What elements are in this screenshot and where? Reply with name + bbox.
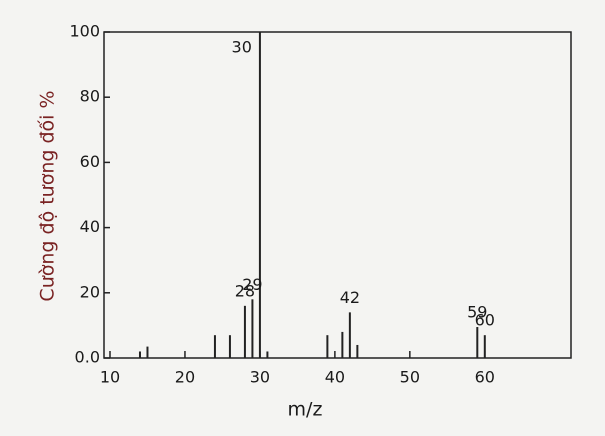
y-tick-label: 40	[80, 217, 100, 236]
peak-label: 59	[467, 303, 487, 322]
peak-label: 28	[235, 281, 255, 300]
x-tick-label: 20	[175, 368, 195, 387]
peak-label: 29	[242, 275, 262, 294]
y-tick-label: 60	[80, 152, 100, 171]
peak-label: 30	[232, 38, 252, 57]
x-tick-label: 60	[475, 368, 495, 387]
x-tick-label: 10	[100, 368, 120, 387]
peak-label: 42	[340, 288, 360, 307]
y-tick-label: 20	[80, 282, 100, 301]
peak-label: 60	[475, 311, 495, 330]
plot-frame	[103, 31, 572, 359]
y-axis-label: Cường độ tương đối %	[37, 90, 59, 301]
x-tick-label: 50	[400, 368, 420, 387]
x-tick-label: 40	[325, 368, 345, 387]
y-tick-label: 0.0	[75, 348, 100, 367]
x-tick-label: 30	[250, 368, 270, 387]
y-tick-label: 100	[69, 22, 100, 41]
x-axis-label: m/z	[288, 399, 323, 421]
y-tick-label: 80	[80, 87, 100, 106]
